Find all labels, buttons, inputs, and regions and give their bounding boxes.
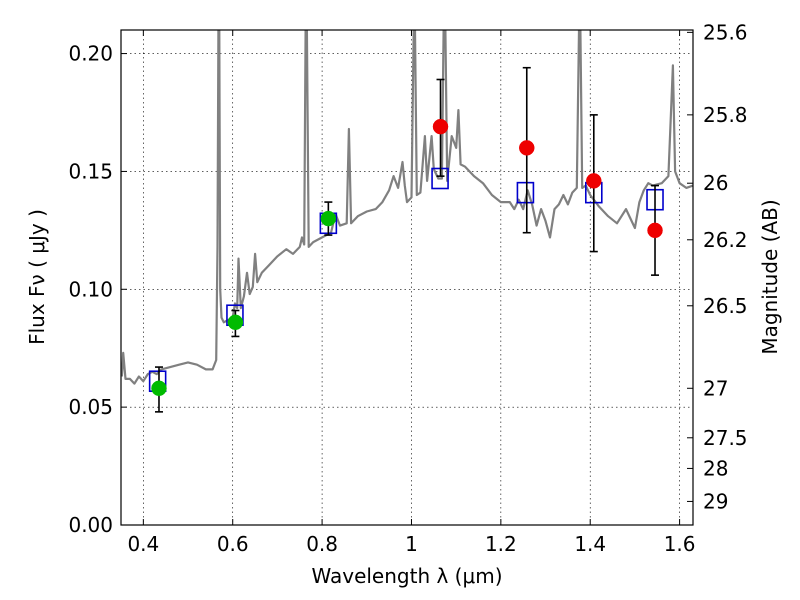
x-axis-ticks: 0.4 0.6 0.8 1 1.2 1.4 1.6: [127, 30, 696, 556]
plot-area: [121, 30, 693, 393]
y2-tick-label: 26.5: [703, 294, 748, 318]
observed-flux-point: [151, 380, 167, 397]
y-axis-ticks: 0.00 0.05 0.10 0.15 0.20: [68, 42, 127, 537]
y-tick-label: 0.00: [68, 513, 113, 537]
y2-tick-label: 27.5: [703, 426, 748, 450]
model-flux-square: [516, 181, 535, 204]
x-tick-label: 1.2: [485, 532, 517, 556]
y2-tick-label: 28: [703, 456, 728, 480]
plot-frame: [120, 29, 694, 526]
y2-tick-label: 27: [703, 376, 728, 400]
x-tick-label: 1: [405, 532, 418, 556]
x-tick-label: 1.4: [574, 532, 606, 556]
x-tick-label: 0.6: [217, 532, 249, 556]
spectrum-line: [121, 30, 693, 385]
observed-flux-point: [519, 140, 535, 156]
y-axis-label: Flux Fν ( μJy ): [25, 209, 49, 345]
observed-flux-point: [227, 314, 244, 331]
x-tick-label: 0.8: [306, 532, 338, 556]
y-tick-label: 0.20: [68, 42, 113, 66]
x-tick-label: 1.6: [664, 532, 696, 556]
observed-flux-point: [647, 222, 663, 239]
observed-flux-point: [432, 118, 449, 135]
y2-tick-label: 26.2: [703, 228, 748, 252]
y-tick-label: 0.05: [68, 395, 113, 419]
y2-tick-label: 25.6: [703, 20, 748, 44]
y-tick-label: 0.15: [68, 159, 113, 183]
x-tick-label: 0.4: [127, 532, 159, 556]
y2-axis-label: Magnitude (AB): [758, 199, 782, 354]
y2-tick-label: 29: [703, 489, 728, 513]
grid-lines: [121, 30, 693, 525]
y2-tick-label: 26: [703, 171, 728, 195]
y2-axis-ticks: 25.6 25.8 26 26.2 26.5 27 27.5 28 29: [687, 20, 748, 513]
observed-flux-point: [320, 210, 337, 227]
y-tick-label: 0.10: [68, 277, 113, 301]
y2-tick-label: 25.8: [703, 103, 748, 127]
x-axis-label: Wavelength λ (μm): [311, 564, 502, 588]
error-bars: [151, 66, 663, 413]
observed-flux-point: [586, 173, 602, 189]
